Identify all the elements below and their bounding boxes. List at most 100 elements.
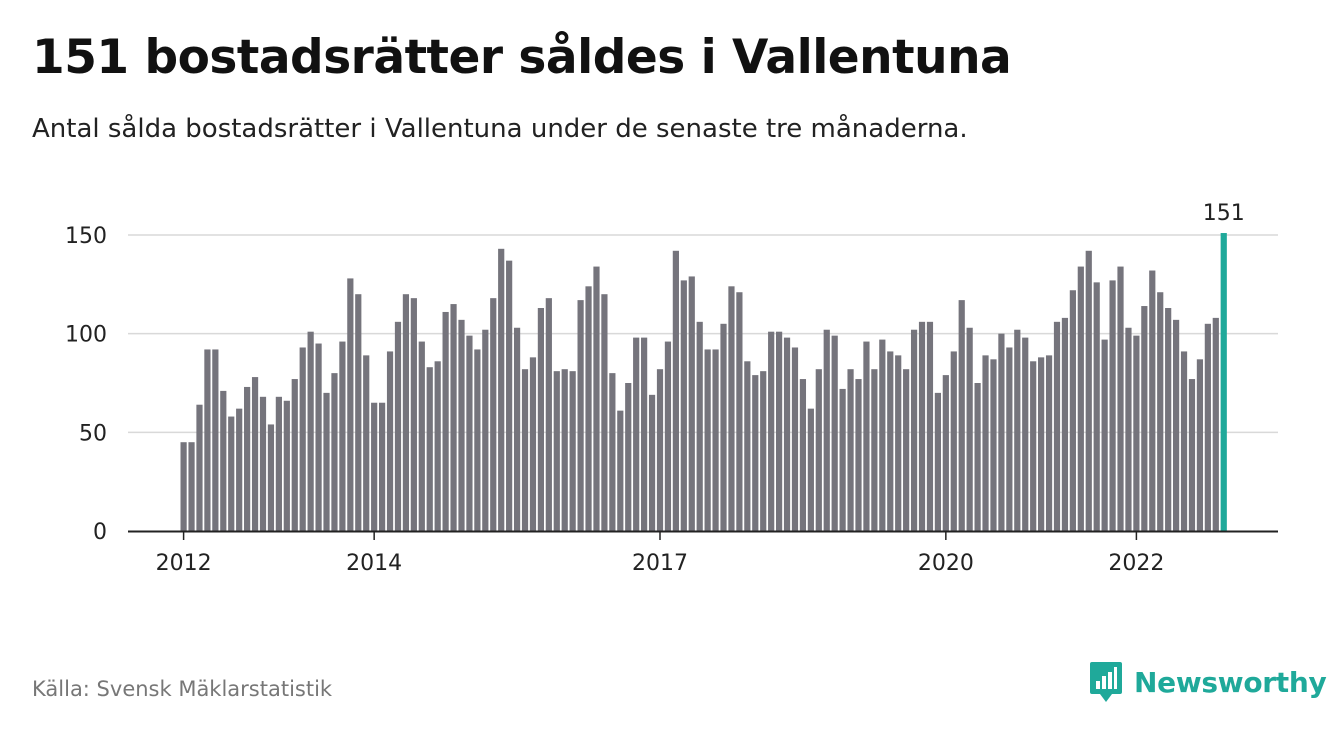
bar bbox=[251, 377, 259, 531]
bar bbox=[1165, 308, 1172, 531]
bar bbox=[934, 392, 941, 531]
bars bbox=[180, 233, 1227, 532]
bar bbox=[958, 300, 965, 531]
bar bbox=[1093, 282, 1100, 531]
bar bbox=[1069, 290, 1076, 531]
bar bbox=[1061, 317, 1069, 531]
bar bbox=[498, 248, 505, 531]
bar bbox=[1109, 280, 1116, 531]
bar bbox=[982, 355, 989, 531]
bar bbox=[895, 355, 902, 531]
bar bbox=[506, 260, 513, 531]
bar bbox=[926, 321, 934, 531]
bar bbox=[1022, 337, 1029, 531]
bar bbox=[728, 286, 735, 531]
bar bbox=[315, 343, 322, 531]
x-axis-ticks bbox=[182, 531, 1138, 540]
bar bbox=[561, 369, 568, 531]
bar bbox=[641, 337, 648, 531]
bar bbox=[998, 333, 1005, 531]
bar bbox=[752, 375, 759, 531]
highlight-value-label: 151 bbox=[1203, 201, 1245, 226]
bar bbox=[426, 367, 433, 531]
bar bbox=[1038, 357, 1045, 531]
bar bbox=[974, 383, 981, 531]
chart-title: 151 bostadsrätter såldes i Vallentuna bbox=[32, 30, 1012, 85]
bar bbox=[736, 292, 743, 531]
y-tick-label: 100 bbox=[65, 323, 107, 348]
bar bbox=[228, 416, 235, 531]
bar bbox=[386, 351, 394, 531]
y-tick-label: 50 bbox=[79, 421, 107, 446]
bar bbox=[760, 371, 767, 531]
y-tick-label: 0 bbox=[93, 520, 107, 545]
bar bbox=[847, 369, 854, 531]
bar bbox=[625, 383, 632, 531]
bar bbox=[601, 294, 608, 531]
bar bbox=[307, 331, 314, 531]
bar bbox=[283, 400, 290, 531]
bar bbox=[1157, 292, 1164, 531]
bar bbox=[1045, 355, 1053, 531]
bar bbox=[513, 327, 521, 531]
bar bbox=[871, 369, 878, 531]
bar bbox=[402, 294, 410, 531]
bar bbox=[1077, 266, 1084, 531]
bar bbox=[863, 341, 870, 531]
bar bbox=[458, 319, 465, 531]
bar bbox=[720, 323, 727, 531]
bar bbox=[410, 298, 417, 531]
bar bbox=[244, 386, 251, 531]
bar bbox=[680, 280, 687, 531]
bar bbox=[815, 369, 822, 531]
x-tick-label: 2014 bbox=[346, 551, 402, 576]
bar bbox=[664, 341, 672, 531]
bar bbox=[791, 347, 799, 531]
bar bbox=[236, 408, 243, 531]
bar bbox=[807, 408, 814, 531]
bar bbox=[656, 369, 664, 531]
y-tick-label: 150 bbox=[65, 224, 107, 249]
bar bbox=[776, 331, 783, 531]
bar bbox=[1180, 351, 1188, 531]
bar-chart: 0 50 100 150 2012 2014 2017 2020 2022 151 bbox=[65, 201, 1278, 576]
bar bbox=[331, 373, 338, 531]
bar bbox=[1085, 250, 1092, 532]
bar bbox=[474, 349, 481, 531]
bar-highlight bbox=[1220, 233, 1227, 531]
newsworthy-logo-icon bbox=[1090, 662, 1122, 702]
bar bbox=[903, 369, 910, 531]
bar bbox=[887, 351, 894, 531]
bar bbox=[1030, 361, 1037, 531]
bar bbox=[347, 278, 354, 531]
bar bbox=[355, 294, 362, 531]
bar bbox=[323, 392, 330, 531]
bar bbox=[196, 404, 203, 531]
bar bbox=[450, 304, 457, 531]
bar bbox=[379, 402, 386, 531]
bar bbox=[823, 329, 830, 531]
bar bbox=[1149, 270, 1156, 531]
x-tick-label: 2020 bbox=[918, 551, 974, 576]
bar bbox=[768, 331, 775, 531]
bar bbox=[577, 300, 584, 531]
brand-logo[interactable]: Newsworthy bbox=[1088, 660, 1327, 704]
bar bbox=[204, 349, 211, 531]
bar bbox=[1053, 321, 1061, 531]
bar bbox=[553, 371, 560, 531]
bar bbox=[1014, 329, 1021, 531]
bar bbox=[180, 442, 187, 531]
bar bbox=[220, 390, 227, 531]
bar bbox=[418, 341, 425, 531]
bar bbox=[1133, 335, 1140, 531]
bar bbox=[783, 337, 791, 531]
bar bbox=[1196, 359, 1204, 531]
bar bbox=[1212, 317, 1219, 531]
bar bbox=[1125, 327, 1132, 531]
bar bbox=[434, 361, 441, 531]
bar bbox=[942, 375, 949, 531]
bar bbox=[950, 351, 957, 531]
bar bbox=[188, 442, 195, 531]
bar bbox=[545, 298, 552, 531]
bar bbox=[299, 347, 306, 531]
